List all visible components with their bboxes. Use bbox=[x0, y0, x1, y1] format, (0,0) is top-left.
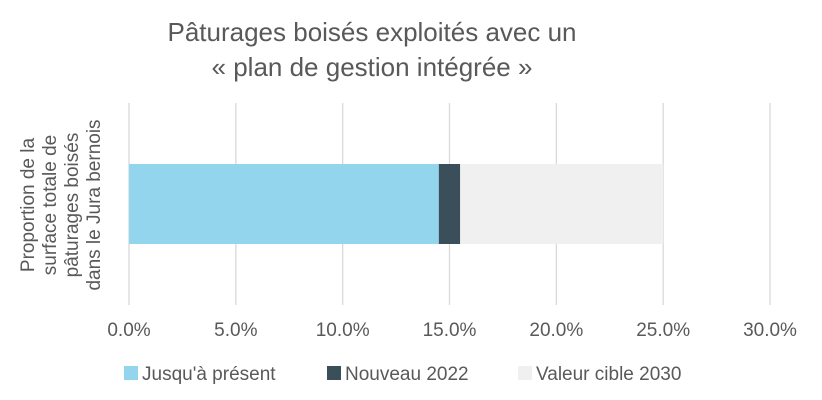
x-tick-label: 15.0% bbox=[423, 320, 477, 341]
bar-segment-3 bbox=[460, 164, 664, 244]
legend-label: Valeur cible 2030 bbox=[536, 364, 681, 385]
y-axis-label: Proportion de la surface totale de pâturag… bbox=[18, 119, 105, 290]
bars bbox=[129, 164, 664, 244]
legend-label: Nouveau 2022 bbox=[345, 364, 469, 385]
bar-segment-2 bbox=[438, 164, 461, 244]
chart-title-line-2: « plan de gestion intégrée » bbox=[212, 52, 533, 82]
x-tick-label: 5.0% bbox=[214, 320, 257, 341]
x-tick-label: 0.0% bbox=[107, 320, 150, 341]
legend-label: Jusqu'à présent bbox=[142, 364, 276, 385]
legend-swatch bbox=[124, 366, 138, 380]
y-axis-label-line: Proportion de la bbox=[18, 138, 39, 273]
y-axis-label-line: surface totale de bbox=[40, 135, 61, 275]
legend-swatch bbox=[327, 366, 341, 380]
x-tick-label: 10.0% bbox=[316, 320, 370, 341]
y-axis-label-line: dans le Jura bernois bbox=[84, 119, 105, 290]
bar-segment-1 bbox=[129, 164, 439, 244]
chart-title: Pâturages boisés exploités avec un « pla… bbox=[167, 17, 576, 82]
chart-title-line-1: Pâturages boisés exploités avec un bbox=[167, 17, 576, 47]
y-axis-label-line: pâturages boisés bbox=[62, 133, 83, 278]
x-axis-ticks: 0.0% 5.0% 10.0% 15.0% 20.0% 25.0% 30.0% bbox=[107, 320, 797, 341]
x-tick-label: 30.0% bbox=[743, 320, 797, 341]
legend: Jusqu'à présent Nouveau 2022 Valeur cible … bbox=[124, 364, 681, 385]
x-tick-label: 20.0% bbox=[529, 320, 583, 341]
legend-swatch bbox=[518, 366, 532, 380]
x-tick-label: 25.0% bbox=[636, 320, 690, 341]
